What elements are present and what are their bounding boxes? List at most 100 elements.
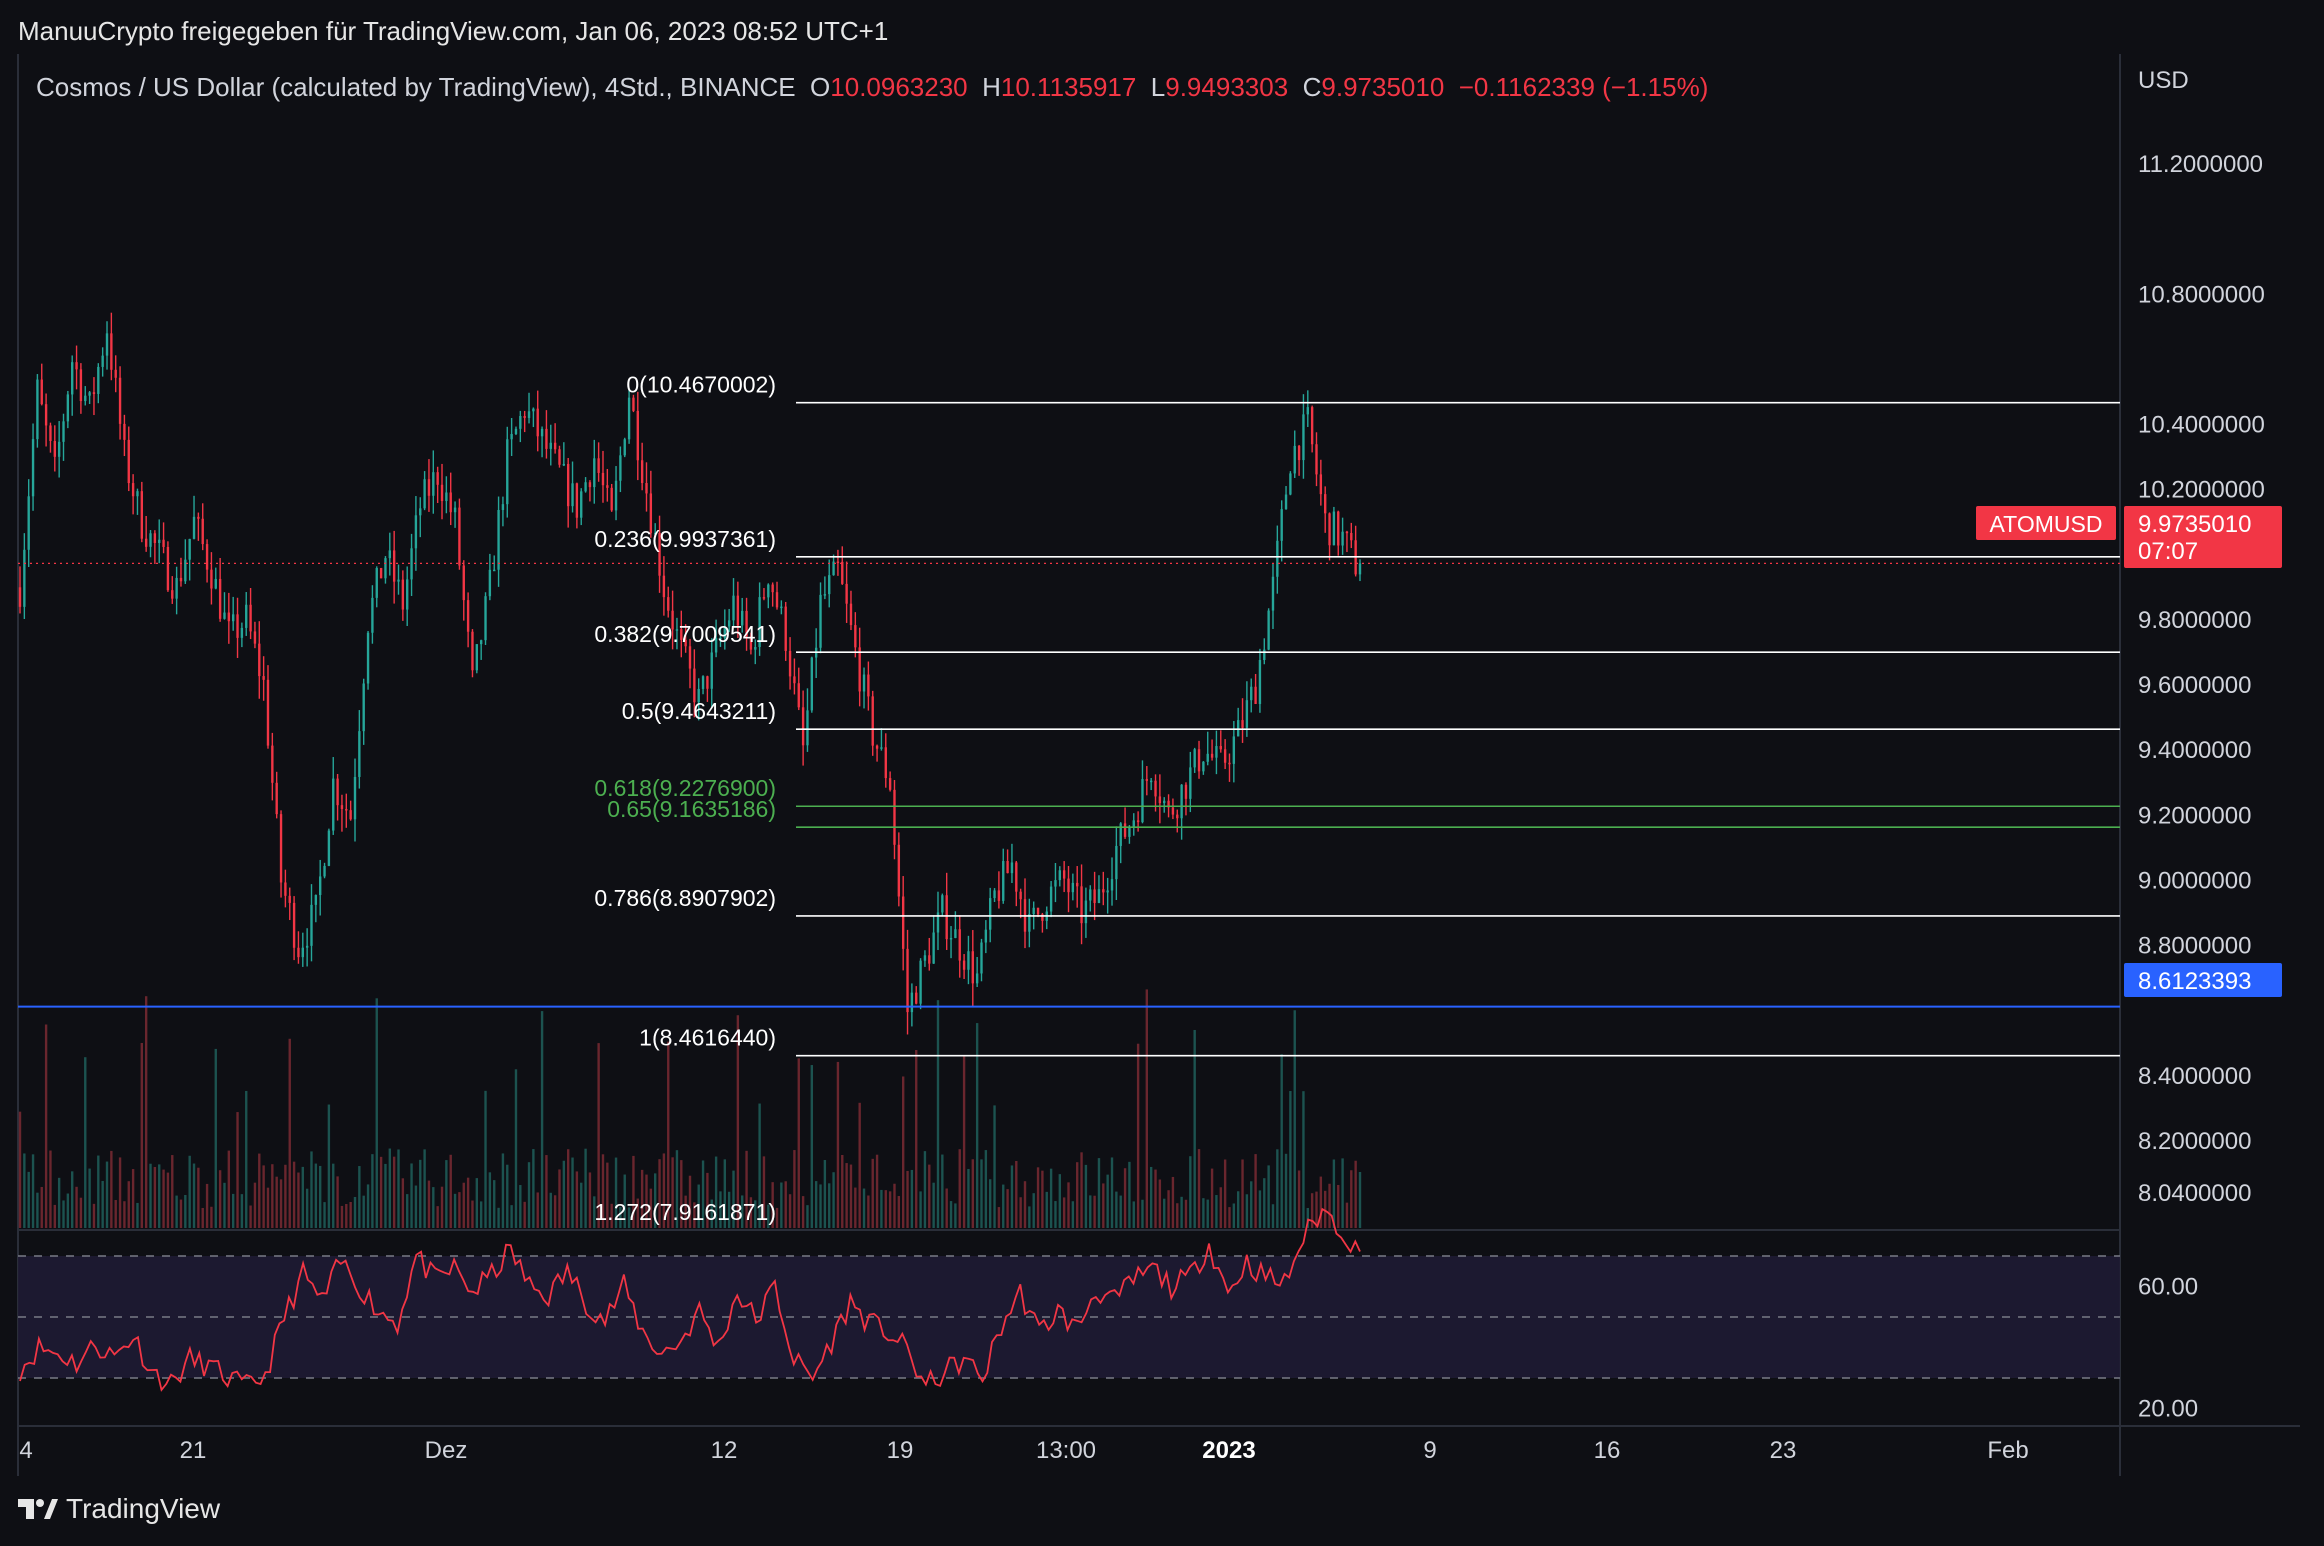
time-tick-label: 12 (711, 1437, 738, 1464)
candle-body (271, 745, 274, 783)
candle-body (828, 575, 831, 595)
candle-body (458, 507, 461, 566)
candle-body (566, 463, 570, 507)
volume-bar (75, 1186, 78, 1228)
candle-body (719, 637, 722, 640)
volume-bar (532, 1149, 535, 1228)
candle-body (101, 355, 104, 367)
candle-body (179, 577, 183, 582)
volume-bar (1176, 1203, 1179, 1228)
candle-body (1171, 807, 1175, 815)
volume-bar (562, 1160, 566, 1228)
volume-bar (205, 1183, 209, 1228)
support-line-badge: 8.6123393 (2124, 963, 2282, 997)
volume-bar (171, 1155, 174, 1228)
volume-bar (1045, 1191, 1048, 1228)
tradingview-logo[interactable]: TradingView (18, 1493, 220, 1525)
volume-bar (745, 1150, 748, 1228)
volume-bar (44, 1024, 48, 1228)
price-tick-label: 9.4000000 (2138, 737, 2251, 764)
close-value: 9.9735010 (1321, 72, 1445, 102)
volume-bar (671, 1157, 674, 1228)
volume-bar (31, 1154, 35, 1228)
volume-bar (27, 1171, 30, 1228)
last-price-badge: ATOMUSD 9.9735010 07:07 (1976, 506, 2282, 568)
volume-bar (349, 1201, 352, 1228)
symbol-text[interactable]: Cosmos / US Dollar (calculated by Tradin… (36, 72, 796, 102)
volume-bar (371, 1154, 374, 1228)
volume-bar (144, 996, 148, 1228)
candle-body (1302, 414, 1305, 461)
close-label: C (1302, 72, 1322, 102)
volume-bar (862, 1188, 866, 1228)
volume-bar (627, 1207, 631, 1228)
candle-body (606, 485, 609, 488)
volume-bar (319, 1165, 322, 1228)
candle-body (493, 569, 496, 572)
volume-bar (1067, 1182, 1070, 1228)
volume-bar (849, 1164, 853, 1228)
candle-body (1149, 780, 1153, 783)
volume-bar (1337, 1184, 1340, 1228)
volume-bar (188, 1155, 191, 1228)
candle-body (649, 493, 653, 534)
volume-bar (867, 1195, 870, 1228)
price-badge-countdown: 07:07 (2138, 538, 2198, 565)
candle-body (597, 458, 600, 473)
volume-bar (1019, 1197, 1022, 1228)
volume-bar (919, 1191, 922, 1228)
volume-bar (353, 1196, 357, 1228)
volume-bar (836, 1061, 840, 1228)
candlesticks (18, 312, 1362, 1035)
volume-bar (97, 1155, 100, 1228)
volume-bar (62, 1200, 65, 1228)
volume-bar (1250, 1181, 1253, 1228)
volume-bar (1328, 1183, 1331, 1228)
volume-bar (427, 1180, 431, 1228)
volume-bar (410, 1163, 413, 1228)
volume-bar (223, 1182, 226, 1228)
volume-bar (1258, 1190, 1262, 1228)
volume-bar (66, 1193, 70, 1228)
volume-bar (323, 1202, 326, 1228)
volume-bar (262, 1165, 265, 1228)
volume-bar (279, 1179, 283, 1228)
volume-bar (1241, 1159, 1244, 1228)
candle-body (366, 632, 370, 684)
candle-body (836, 561, 840, 564)
volume-bar (1215, 1195, 1218, 1228)
volume-bar (1110, 1157, 1114, 1228)
volume-bar (375, 998, 378, 1228)
candle-body (997, 890, 1001, 901)
candle-body (1002, 861, 1005, 901)
rsi-band-background (18, 1256, 2120, 1378)
volume-bar (871, 1158, 874, 1228)
candle-body (327, 830, 331, 866)
candle-body (797, 683, 800, 708)
candle-body (1080, 886, 1083, 924)
volume-bar (684, 1195, 687, 1228)
volume-bar (841, 1154, 844, 1228)
volume-bar (941, 1154, 944, 1228)
candle-body (475, 644, 479, 671)
volume-bar (445, 1160, 448, 1228)
volume-bar (845, 1163, 848, 1228)
volume-bar (1315, 1191, 1318, 1228)
volume-bar (1254, 1154, 1257, 1228)
candle-body (1245, 700, 1249, 728)
price-tick-label: 11.2000000 (2138, 151, 2263, 178)
candle-body (993, 890, 996, 899)
candle-body (1210, 753, 1214, 758)
candle-body (279, 814, 283, 883)
candle-body (397, 579, 400, 582)
volume-bar (519, 1185, 522, 1228)
candle-body (214, 578, 217, 589)
volume-bar (1141, 1199, 1144, 1228)
candle-body (923, 955, 927, 961)
candle-body (867, 674, 870, 697)
symbol-legend: Cosmos / US Dollar (calculated by Tradin… (36, 72, 1708, 103)
volume-bar (1297, 1170, 1301, 1228)
volume-bar (984, 1150, 988, 1228)
volume-bar (184, 1194, 187, 1228)
